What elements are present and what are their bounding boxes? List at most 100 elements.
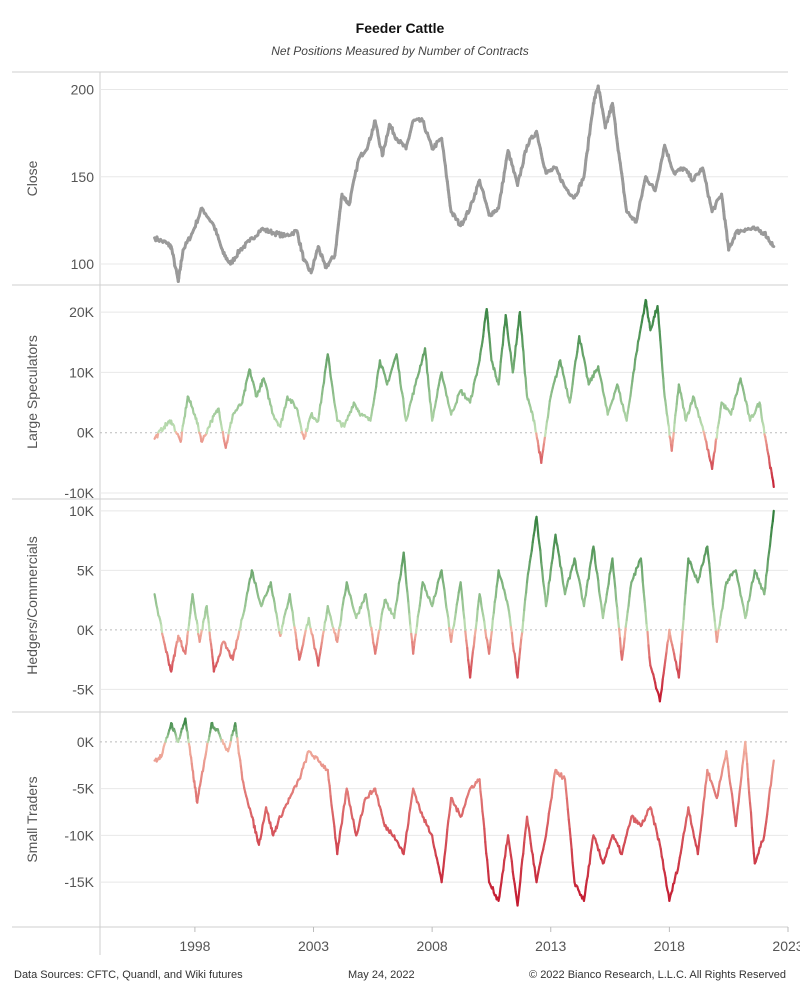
series-segment [617, 618, 621, 630]
series-segment [621, 644, 625, 654]
series-segment [710, 583, 714, 595]
series-segment [524, 825, 528, 835]
series-segment [481, 810, 485, 821]
series-segment [586, 136, 591, 152]
series-segment [513, 345, 517, 357]
footer-sources: Data Sources: CFTC, Quandl, and Wiki fut… [14, 969, 243, 981]
series-line-1 [153, 298, 775, 489]
y-tick-label: 10K [69, 364, 95, 380]
series-segment [721, 599, 725, 610]
series-segment [631, 371, 635, 382]
series-segment [546, 407, 550, 419]
series-segment [531, 534, 535, 544]
series-segment [307, 616, 311, 626]
panel-label: Large Speculators [24, 335, 40, 449]
series-segment [425, 359, 429, 374]
series-segment [331, 386, 335, 397]
y-tick-label: 0K [77, 425, 95, 441]
series-segment [540, 561, 544, 572]
series-segment [618, 637, 623, 653]
series-segment [744, 740, 748, 755]
y-tick-label: 0K [77, 734, 95, 750]
series-segment [403, 560, 407, 575]
series-segment [710, 592, 715, 608]
series-segment [560, 566, 564, 577]
series-segment [428, 390, 432, 403]
series-segment [713, 439, 717, 452]
series-segment [749, 811, 754, 829]
series-segment [706, 545, 710, 558]
series-segment [519, 867, 523, 882]
x-tick-label: 1998 [179, 938, 210, 954]
series-segment [588, 852, 592, 865]
series-segment [712, 611, 717, 624]
panel-label: Hedgers/Commercials [24, 536, 40, 674]
series-segment [682, 603, 686, 621]
series-line-3 [153, 717, 775, 907]
series-segment [731, 801, 736, 812]
series-segment [730, 792, 735, 804]
series-segment [554, 533, 558, 544]
series-segment [490, 617, 494, 632]
series-segment [613, 577, 617, 590]
series-segment [522, 609, 526, 622]
series-segment [748, 801, 753, 814]
series-segment [294, 631, 298, 641]
series-segment [288, 593, 292, 604]
series-segment [527, 827, 531, 837]
series-segment [599, 601, 604, 612]
series-segment [510, 631, 514, 645]
series-segment [338, 831, 342, 843]
series-segment [405, 583, 409, 594]
series-segment [444, 839, 448, 851]
series-segment [648, 656, 652, 667]
series-segment [494, 585, 498, 599]
series-segment [205, 604, 209, 616]
series-segment [747, 791, 752, 805]
series-segment [520, 858, 524, 870]
series-segment [645, 623, 649, 634]
series-segment [440, 873, 444, 884]
y-tick-label: -5K [72, 681, 94, 697]
series-segment [517, 655, 521, 667]
series-segment [519, 636, 523, 649]
series-segment [728, 774, 732, 785]
series-segment [324, 611, 328, 621]
series-segment [732, 809, 736, 819]
series-segment [173, 647, 177, 658]
series-segment [584, 367, 588, 378]
series-segment [588, 123, 593, 136]
series-segment [504, 845, 508, 858]
series-segment [672, 421, 676, 433]
series-segment [697, 836, 701, 847]
series-segment [664, 650, 668, 660]
series-segment [722, 592, 726, 603]
series-segment [544, 826, 549, 837]
series-segment [320, 385, 325, 396]
y-tick-label: -10K [64, 827, 94, 843]
series-segment [236, 744, 240, 755]
series-segment [208, 631, 212, 641]
series-segment [587, 567, 591, 580]
series-segment [770, 766, 774, 777]
series-segment [448, 806, 452, 817]
series-segment [273, 602, 277, 612]
series-segment [623, 625, 627, 638]
series-segment [399, 564, 403, 576]
series-segment [601, 610, 606, 620]
series-segment [520, 334, 524, 348]
series-segment [738, 587, 742, 597]
series-segment [578, 335, 582, 345]
series-segment [597, 579, 601, 593]
series-segment [640, 566, 644, 584]
series-segment [546, 581, 550, 596]
series-segment [625, 610, 629, 622]
series-segment [466, 647, 470, 662]
series-segment [525, 572, 530, 584]
series-segment [352, 818, 356, 828]
series-segment [734, 817, 738, 828]
series-segment [498, 370, 502, 380]
series-segment [768, 535, 773, 547]
series-segment [535, 515, 539, 527]
series-segment [410, 632, 414, 644]
